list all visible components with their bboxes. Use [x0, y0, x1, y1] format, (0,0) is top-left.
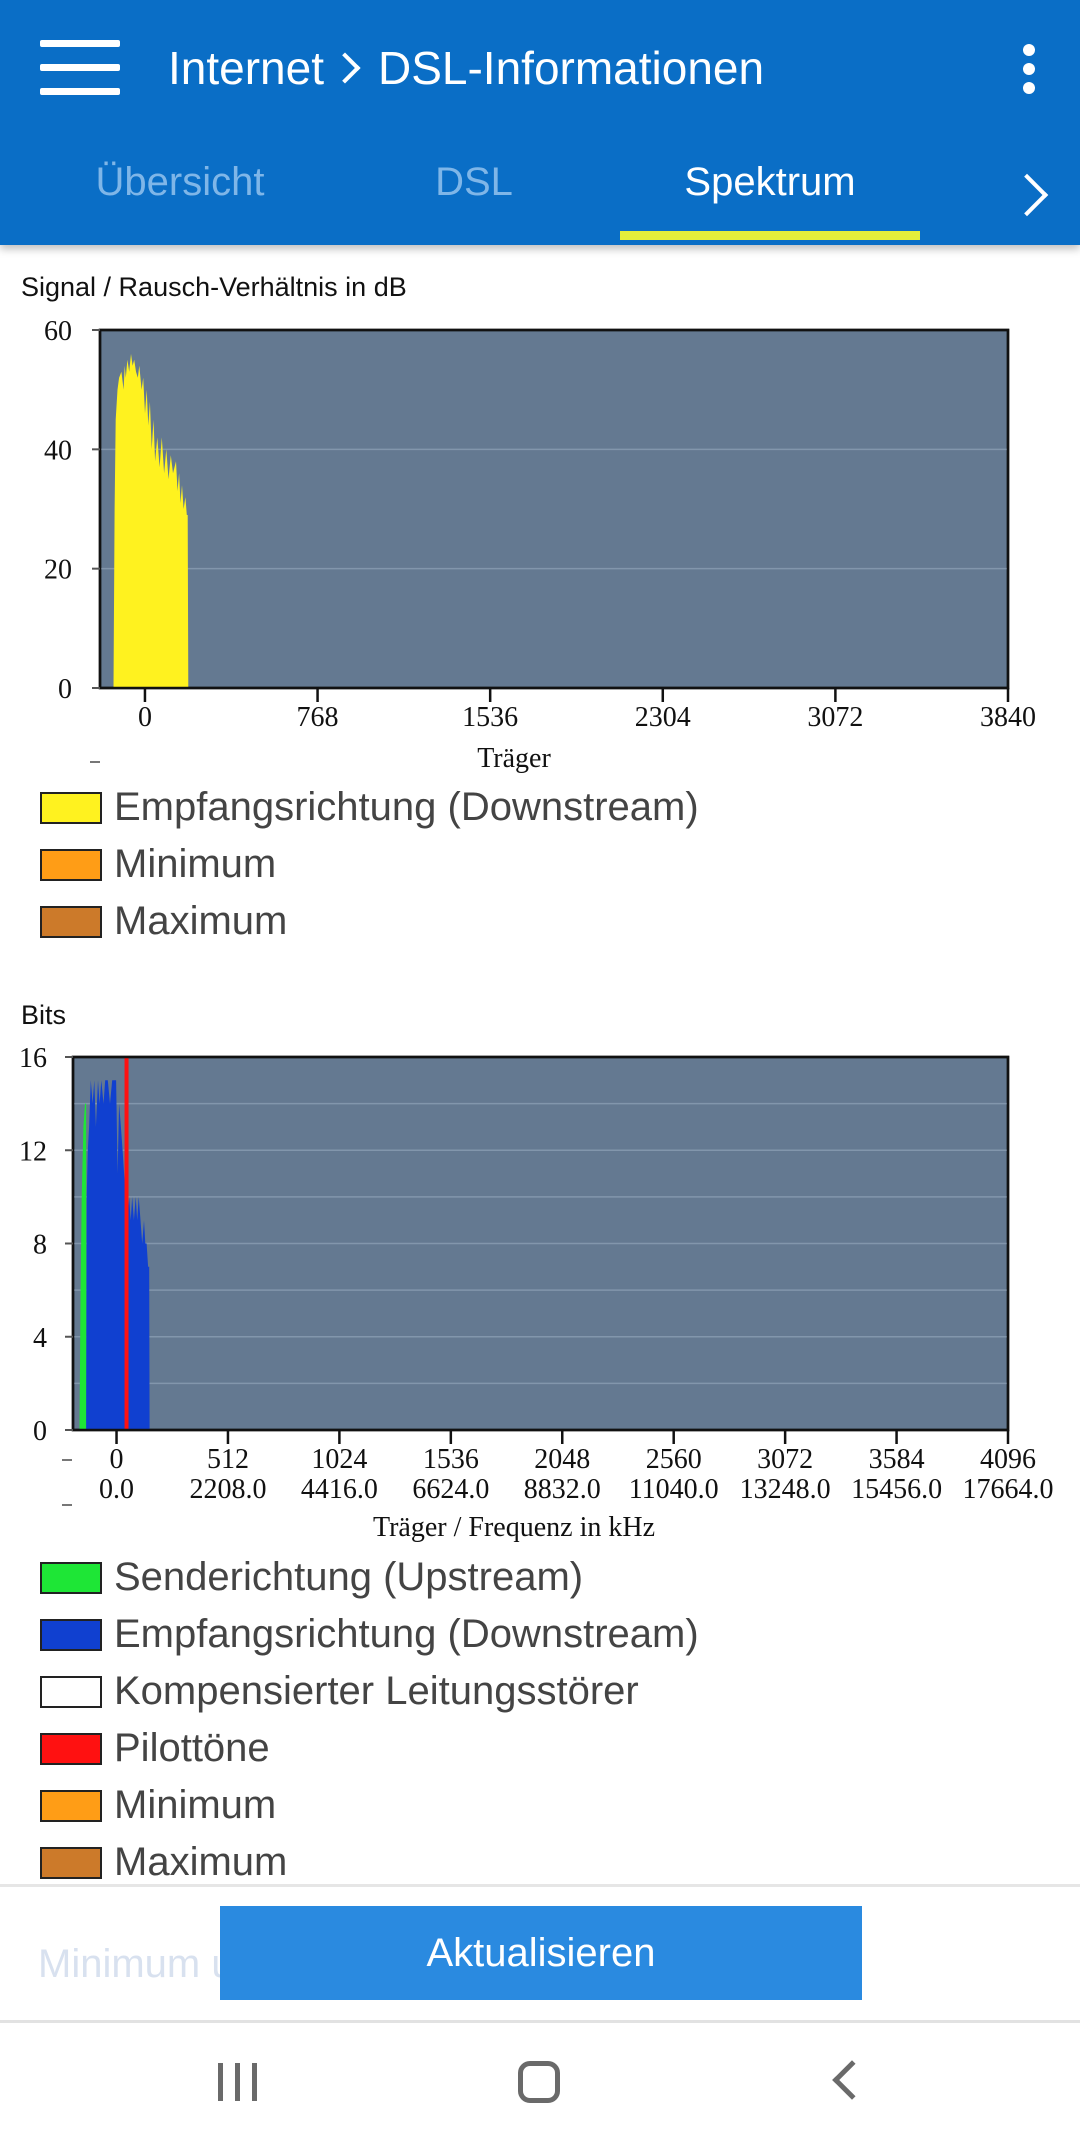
y-tick-label: 4	[33, 1323, 47, 1354]
legend-swatch	[40, 1846, 102, 1879]
x-tick-label: 2048	[534, 1444, 590, 1475]
x-tick-label: 2560	[646, 1444, 702, 1475]
system-navigation-bar	[0, 2020, 1080, 2147]
x-tick-label: 512	[207, 1444, 249, 1475]
breadcrumb: Internet DSL-Informationen	[168, 38, 764, 98]
x-tick-label: 6624.0	[412, 1474, 489, 1505]
breadcrumb-item-internet[interactable]: Internet	[168, 42, 324, 94]
x-tick-label: 8832.0	[524, 1474, 601, 1505]
x-tick-label: 0	[110, 1444, 124, 1475]
y-tick-label: 60	[44, 316, 72, 347]
y-tick-label: 0	[58, 674, 72, 705]
x-tick-label: 3072	[807, 702, 863, 733]
legend-swatch	[40, 791, 102, 824]
legend-label: Senderichtung (Upstream)	[114, 1555, 584, 1599]
legend-label: Pilottöne	[114, 1726, 270, 1770]
active-tab-indicator	[620, 231, 920, 240]
x-tick-label: 3072	[757, 1444, 813, 1475]
x-tick-label: 17664.0	[963, 1474, 1054, 1505]
snr-legend: Empfangsrichtung (Downstream) Minimum Ma…	[40, 779, 699, 950]
home-icon[interactable]	[518, 2061, 560, 2103]
x-axis-label: Träger / Frequenz in kHz	[373, 1512, 655, 1543]
x-tick-label: 0.0	[99, 1474, 134, 1505]
bits-chart: 048121600.05122208.010244416.015366624.0…	[19, 1043, 1054, 1543]
x-tick-label: 4416.0	[301, 1474, 378, 1505]
plot-area	[98, 328, 1010, 690]
legend-swatch	[40, 1675, 102, 1708]
x-tick-label: 1536	[462, 702, 518, 733]
x-tick-label: 15456.0	[851, 1474, 942, 1505]
x-tick-label: 11040.0	[629, 1474, 719, 1505]
legend-label: Empfangsrichtung (Downstream)	[114, 785, 699, 829]
snr-chart: 0 20 40 60 0 768 1536 2304 3072 3840 Träger	[44, 316, 1036, 774]
y-tick-label: 20	[44, 555, 72, 586]
app-bar: Internet DSL-Informationen Übersicht DSL…	[0, 0, 1080, 245]
x-tick-label: 3584	[869, 1444, 925, 1475]
chevron-right-icon	[329, 52, 361, 84]
legend-label: Maximum	[114, 1840, 288, 1884]
legend-item: Empfangsrichtung (Downstream)	[40, 1606, 699, 1663]
faded-background-text: Minimum u	[38, 1942, 234, 1986]
tab-uebersicht[interactable]: Übersicht	[95, 160, 265, 204]
x-axis-label: Träger	[477, 743, 551, 774]
more-vertical-icon[interactable]	[1018, 44, 1040, 94]
legend-item: Pilottöne	[40, 1720, 699, 1777]
update-button[interactable]: Aktualisieren	[220, 1906, 862, 2000]
y-tick-label: 16	[19, 1043, 47, 1074]
legend-item: Senderichtung (Upstream)	[40, 1549, 699, 1606]
legend-item: Minimum	[40, 1777, 699, 1834]
legend-label: Minimum	[114, 1783, 277, 1827]
legend-item: Kompensierter Leitungsstörer	[40, 1663, 699, 1720]
legend-label: Minimum	[114, 842, 277, 886]
legend-swatch	[40, 905, 102, 938]
y-tick-label: 12	[19, 1136, 47, 1167]
legend-item: Maximum	[40, 1834, 699, 1891]
legend-item: Minimum	[40, 836, 699, 893]
x-tick-label: 0	[138, 702, 152, 733]
x-tick-label: 1024	[311, 1444, 367, 1475]
chevron-right-icon[interactable]	[1010, 170, 1050, 220]
series-area-empfangsrichtung-downstream-	[86, 1080, 150, 1430]
y-tick-label: 8	[33, 1230, 47, 1261]
legend-swatch	[40, 1732, 102, 1765]
series-area-empfangsrichtung-downstream-	[113, 353, 189, 688]
series-area-senderichtung-upstream-	[79, 1103, 87, 1430]
x-tick-label: 1536	[423, 1444, 479, 1475]
breadcrumb-item-dsl-informationen: DSL-Informationen	[378, 42, 765, 94]
legend-swatch	[40, 1561, 102, 1594]
x-tick-label: 2208.0	[189, 1474, 266, 1505]
x-tick-label: 768	[297, 702, 339, 733]
tab-dsl[interactable]: DSL	[435, 160, 513, 204]
tab-spektrum[interactable]: Spektrum	[684, 160, 856, 204]
legend-item: Empfangsrichtung (Downstream)	[40, 779, 699, 836]
legend-label: Kompensierter Leitungsstörer	[114, 1669, 639, 1713]
hamburger-menu-icon[interactable]	[40, 38, 124, 98]
y-tick-label: 0	[33, 1416, 47, 1447]
legend-item: Maximum	[40, 893, 699, 950]
x-tick-label: 4096	[980, 1444, 1036, 1475]
x-tick-label: 13248.0	[740, 1474, 831, 1505]
footer-divider	[0, 1884, 1080, 1887]
x-tick-label: 3840	[980, 702, 1036, 733]
snr-chart-ylabel: Signal / Rausch-Verhältnis in dB	[21, 272, 407, 302]
legend-swatch	[40, 1618, 102, 1651]
legend-swatch	[40, 848, 102, 881]
y-tick-label: 40	[44, 435, 72, 466]
plot-frame	[98, 328, 1010, 690]
legend-label: Empfangsrichtung (Downstream)	[114, 1612, 699, 1656]
legend-label: Maximum	[114, 899, 288, 943]
recent-apps-icon[interactable]	[218, 2063, 258, 2101]
bits-legend: Senderichtung (Upstream) Empfangsrichtun…	[40, 1549, 699, 1891]
x-tick-label: 2304	[635, 702, 691, 733]
bits-chart-ylabel: Bits	[21, 1000, 67, 1030]
legend-swatch	[40, 1789, 102, 1822]
